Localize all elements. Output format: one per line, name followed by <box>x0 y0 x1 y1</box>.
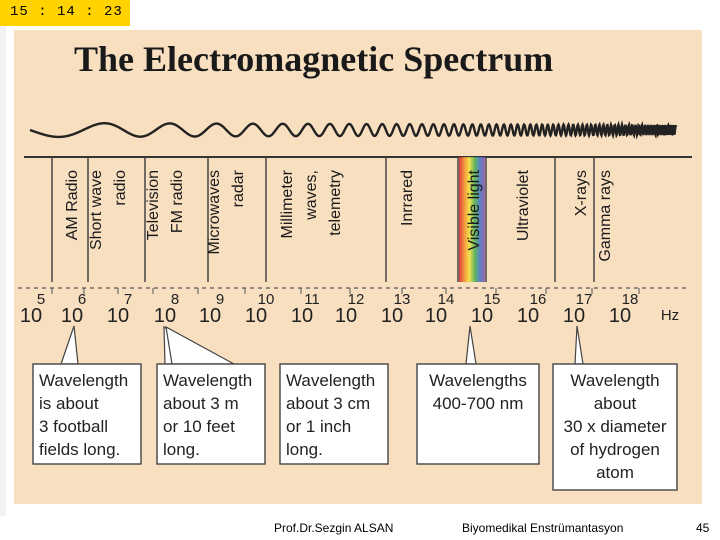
tick-exponent: 9 <box>216 291 224 308</box>
callout-text: about <box>594 394 637 413</box>
tick-base: 10 <box>199 305 221 327</box>
tick-base: 10 <box>335 305 357 327</box>
footer-author: Prof.Dr.Sezgin ALSAN <box>274 521 394 535</box>
tick-base: 10 <box>61 305 83 327</box>
visible-light-stripe <box>459 157 485 282</box>
callout-text: 400-700 nm <box>433 394 524 413</box>
band-labels: AM Radio Short wave radio Television FM radi… <box>24 156 692 282</box>
tick-exponent: 12 <box>348 291 365 308</box>
page-number: 45 <box>696 521 710 535</box>
callout-text: 30 x diameter <box>564 417 667 436</box>
callout-text: atom <box>596 463 634 482</box>
band-label: X-rays <box>573 170 590 216</box>
band-label: AM Radio <box>64 170 81 240</box>
callout-text: is about <box>39 394 99 413</box>
band-label: Millimeter <box>279 169 296 238</box>
callout-text: of hydrogen <box>570 440 660 459</box>
tick-base: 10 <box>245 305 267 327</box>
tick-base: 10 <box>154 305 176 327</box>
tick-base: 10 <box>425 305 447 327</box>
band-label: Visible light <box>466 169 483 250</box>
callout-text: or 1 inch <box>286 417 351 436</box>
callout-text: Wavelength <box>39 371 128 390</box>
callout-text: Wavelength <box>163 371 252 390</box>
footer-course-title: Biyomedikal Enstrümantasyon <box>462 521 624 535</box>
band-label: Short wave <box>88 170 105 250</box>
tick-base: 10 <box>381 305 403 327</box>
spectrum-diagram: AM Radio Short wave radio Television FM radi… <box>18 120 692 491</box>
callout-pointer <box>165 325 235 365</box>
callout-text: 3 football <box>39 417 108 436</box>
band-label: Inrrared <box>399 170 416 226</box>
band-label: Microwaves <box>206 170 223 254</box>
tick-exponent: 5 <box>37 291 45 308</box>
tick-exponent: 7 <box>124 291 132 308</box>
band-label: telemetry <box>327 170 344 236</box>
callout-text: Wavelengths <box>429 371 527 390</box>
band-label: waves, <box>303 170 320 221</box>
callout-box <box>552 363 678 491</box>
band-label: Television <box>145 170 162 240</box>
tick-exponent: 16 <box>530 291 547 308</box>
callout-text: about 3 m <box>163 394 239 413</box>
tick-exponent: 14 <box>438 291 455 308</box>
callout-text: long. <box>286 440 323 459</box>
callout-text: or 10 feet <box>163 417 235 436</box>
clock-badge: 15 : 14 : 23 <box>0 0 130 26</box>
slide-edge <box>0 26 6 516</box>
tick-base: 10 <box>471 305 493 327</box>
callout-text: long. <box>163 440 200 459</box>
spectrum-figure: The Electromagnetic Spectrum AM Radio Sho… <box>14 30 702 504</box>
callout-text: Wavelength <box>286 371 375 390</box>
band-label: Ultraviolet <box>515 169 532 241</box>
band-label: radar <box>230 169 247 207</box>
callout-box <box>416 363 540 465</box>
callout-pointer <box>60 325 79 365</box>
clock-text: 15 : 14 : 23 <box>10 4 123 20</box>
tick-exponent: 6 <box>78 291 86 308</box>
wave-graphic <box>29 120 678 140</box>
tick-exponent: 15 <box>484 291 501 308</box>
tick-base: 10 <box>563 305 585 327</box>
frequency-scale: 1051061071081091010101110121013101410151… <box>18 287 689 327</box>
callout-box <box>32 363 142 465</box>
callout-text: fields long. <box>39 440 120 459</box>
callout-pointer <box>465 325 477 365</box>
tick-exponent: 18 <box>622 291 639 308</box>
callout-box <box>279 363 389 465</box>
band-label: Gamma rays <box>597 170 614 262</box>
tick-exponent: 17 <box>576 291 593 308</box>
callout-text: about 3 cm <box>286 394 370 413</box>
callout-box <box>156 363 266 465</box>
band-label: FM radio <box>169 170 186 233</box>
wavelength-callouts: Wavelength is about 3 football fields long.… <box>32 325 678 491</box>
unit-label: Hz <box>661 307 679 324</box>
tick-exponent: 13 <box>394 291 411 308</box>
tick-base: 10 <box>291 305 313 327</box>
callout-text: Wavelength <box>570 371 659 390</box>
tick-base: 10 <box>107 305 129 327</box>
tick-exponent: 10 <box>258 291 275 308</box>
band-label: radio <box>112 170 129 206</box>
callout-pointer <box>574 325 584 365</box>
chirp-wave <box>29 120 678 140</box>
tick-base: 10 <box>517 305 539 327</box>
figure-title: The Electromagnetic Spectrum <box>74 39 554 79</box>
tick-exponent: 11 <box>304 291 320 308</box>
tick-base: 10 <box>20 305 42 327</box>
tick-exponent: 8 <box>171 291 179 308</box>
tick-base: 10 <box>609 305 631 327</box>
